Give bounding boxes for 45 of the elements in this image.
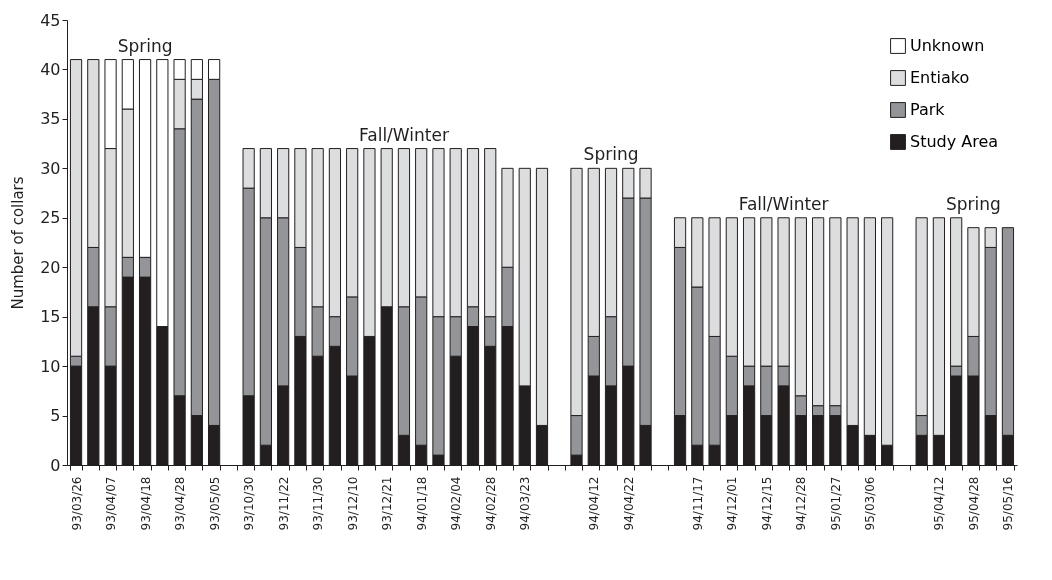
x-tick-label: 94/04/22 <box>621 476 636 531</box>
y-tick-label: 25 <box>40 208 61 228</box>
x-tick-label: 93/04/28 <box>173 476 188 531</box>
x-tick-label: 93/03/26 <box>69 476 84 531</box>
legend-label: Study Area <box>910 132 999 151</box>
legend-label: Unknown <box>910 36 985 55</box>
legend-label: Park <box>910 100 946 119</box>
x-tick-label: 95/05/16 <box>1001 476 1016 531</box>
y-tick-label: 30 <box>40 158 61 178</box>
x-tick-label: 94/02/28 <box>483 476 498 531</box>
y-tick-label: 5 <box>50 406 61 426</box>
x-tick-label: 93/11/30 <box>311 476 326 531</box>
x-tick-label: 94/12/15 <box>759 476 774 531</box>
y-axis-title: Number of collars <box>9 176 28 310</box>
x-tick-label: 94/02/04 <box>449 476 464 531</box>
y-tick-label: 20 <box>40 257 61 277</box>
y-tick-label: 0 <box>50 455 61 475</box>
x-tick-label: 93/04/18 <box>138 476 153 531</box>
x-tick-label: 93/11/22 <box>276 476 291 531</box>
x-tick-label: 93/04/07 <box>104 476 119 531</box>
x-tick-label: 94/04/12 <box>587 476 602 531</box>
y-tick-label: 15 <box>40 307 61 327</box>
x-tick-label: 95/01/27 <box>828 476 843 531</box>
x-tick-label: 94/12/28 <box>794 476 809 531</box>
x-tick-label: 95/03/06 <box>863 476 878 531</box>
y-tick-label: 10 <box>40 356 61 376</box>
annotation: Spring <box>117 35 173 56</box>
x-tick-label: 94/11/17 <box>690 476 705 531</box>
x-tick-label: 93/12/10 <box>345 476 360 531</box>
annotation: Fall/Winter <box>359 124 449 145</box>
x-tick-label: 93/10/30 <box>242 476 257 531</box>
annotation: Fall/Winter <box>738 193 829 214</box>
y-tick-label: 35 <box>40 109 61 129</box>
x-tick-label: 94/12/01 <box>725 476 740 531</box>
x-tick-label: 95/04/12 <box>932 476 947 531</box>
x-tick-label: 95/04/28 <box>966 476 981 531</box>
legend-label: Entiako <box>910 68 970 87</box>
annotation: Spring <box>583 144 639 165</box>
x-tick-label: 94/01/18 <box>414 476 429 531</box>
y-tick-label: 40 <box>40 59 61 79</box>
x-tick-label: 93/12/21 <box>380 476 395 531</box>
x-tick-label: 94/03/23 <box>518 476 533 531</box>
y-tick-label: 45 <box>40 10 61 30</box>
x-tick-label: 93/05/05 <box>207 476 222 531</box>
annotation: Spring <box>945 193 1001 214</box>
